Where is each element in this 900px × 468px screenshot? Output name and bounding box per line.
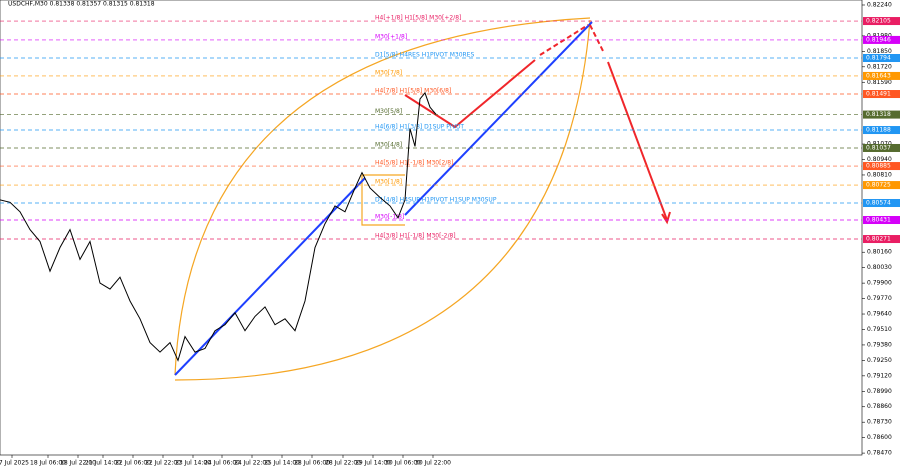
price-badge [863,126,900,135]
price-badge [863,199,900,208]
price-badge [863,216,900,225]
price-badge [863,17,900,26]
x-tick-label: 18 Jul 06:00 [30,460,66,467]
price-badge [863,143,900,152]
price-badge [863,90,900,99]
forecast-arrow [539,24,589,56]
level-text: M30[+1/8] [375,33,407,40]
arrow-head [661,211,671,225]
x-tick-label: 24 Jul 06:00 [204,460,240,467]
level-text: H4[+1/8] H1[5/8] M30[+2/8] [375,15,461,22]
trend-line [174,177,366,376]
price-badge [863,181,900,190]
price-badge [863,235,900,244]
chart-title: USDCHF,M30 0.81338 0.81357 0.81315 0.813… [8,1,155,8]
x-tick-label: 23 Jul 14:00 [175,460,211,467]
level-text: M30[-1/8] [375,214,404,221]
y-tick-label: 0.78600 [867,434,892,441]
x-tick-label: 22 Jul 22:00 [145,460,181,467]
price-badge [863,35,900,44]
level-text: M30[1/8] [375,179,402,186]
price-label: 0.81643 [866,72,891,79]
price-badge [863,110,900,119]
bracket [361,174,405,226]
x-tick-label: 28 Jul 22:00 [325,460,361,467]
price-label: 0.80271 [866,236,891,243]
y-tick-label: 0.78730 [867,419,892,426]
y-tick-label: 0.80940 [867,156,892,163]
x-tick-label: 17 Jul 2025 [0,460,29,467]
y-tick-label: 0.79120 [867,372,892,379]
level-text: H4[7/8] H1[5/8] M30[6/8] [375,88,451,95]
price-label: 0.81946 [866,36,891,43]
level-text: D1[4/8] H4SUP H1PIVOT H1SUP M30SUP [375,197,497,204]
x-tick-label: 21 Jul 14:00 [85,460,121,467]
price-label: 0.82105 [866,18,891,25]
price-badge [863,54,900,63]
level-text: M30[7/8] [375,69,402,76]
price-label: 0.81794 [866,55,891,62]
y-tick-label: 0.81850 [867,48,892,55]
level-text: M30[5/8] [375,108,402,115]
price-label: 0.80885 [866,163,891,170]
price-badge [863,162,900,171]
x-tick-label: 24 Jul 22:00 [234,460,270,467]
y-tick-label: 0.81590 [867,79,892,86]
y-tick-label: 0.78860 [867,403,892,410]
forecast-arrow [404,59,536,129]
level-text: D1[5/8] H4RES H1PIVOT M30RES [375,52,474,59]
y-tick-label: 0.81720 [867,63,892,70]
y-tick-label: 0.79510 [867,326,892,333]
plot-frame [0,0,863,456]
y-tick-label: 0.80810 [867,171,892,178]
arc-upper [174,17,591,376]
y-tick-label: 0.79250 [867,357,892,364]
x-tick-label: 29 Jul 14:00 [355,460,391,467]
price-badge [863,71,900,80]
price-line [0,91,437,362]
y-tick-label: 0.79770 [867,295,892,302]
price-label: 0.80725 [866,182,891,189]
y-tick-label: 0.80160 [867,249,892,256]
level-text: H4[3/8] H1[-1/8] M30[-2/8] [375,233,456,240]
price-label: 0.81491 [866,91,891,98]
forecast-arrow [607,61,668,221]
y-tick-label: 0.78990 [867,388,892,395]
y-tick-label: 0.81980 [867,32,892,39]
x-tick-label: 22 Jul 06:00 [115,460,151,467]
price-label: 0.81318 [866,111,891,118]
x-tick-label: 18 Jul 22:00 [60,460,96,467]
price-label: 0.81037 [866,144,891,151]
y-tick-label: 0.79640 [867,311,892,318]
y-tick-label: 0.79380 [867,341,892,348]
price-label: 0.81188 [866,127,891,134]
y-tick-label: 0.80030 [867,264,892,271]
x-tick-label: 30 Jul 06:00 [385,460,421,467]
y-tick-label: 0.78470 [867,450,892,457]
y-tick-label: 0.79900 [867,280,892,287]
x-tick-label: 25 Jul 14:00 [264,460,300,467]
trend-line [404,21,593,216]
forecast-arrow [589,24,605,54]
x-tick-label: 28 Jul 06:00 [294,460,330,467]
x-tick-label: 30 Jul 22:00 [415,460,451,467]
level-text: H4[6/8] H1[3/8] D1SUP PIVOT [375,124,464,131]
price-label: 0.80574 [866,200,891,207]
price-label: 0.80431 [866,217,891,224]
y-tick-label: 0.82240 [867,1,892,8]
level-text: M30[4/8] [375,141,402,148]
level-text: H4[5/8] H1[-1/8] M30[2/8] [375,160,453,167]
